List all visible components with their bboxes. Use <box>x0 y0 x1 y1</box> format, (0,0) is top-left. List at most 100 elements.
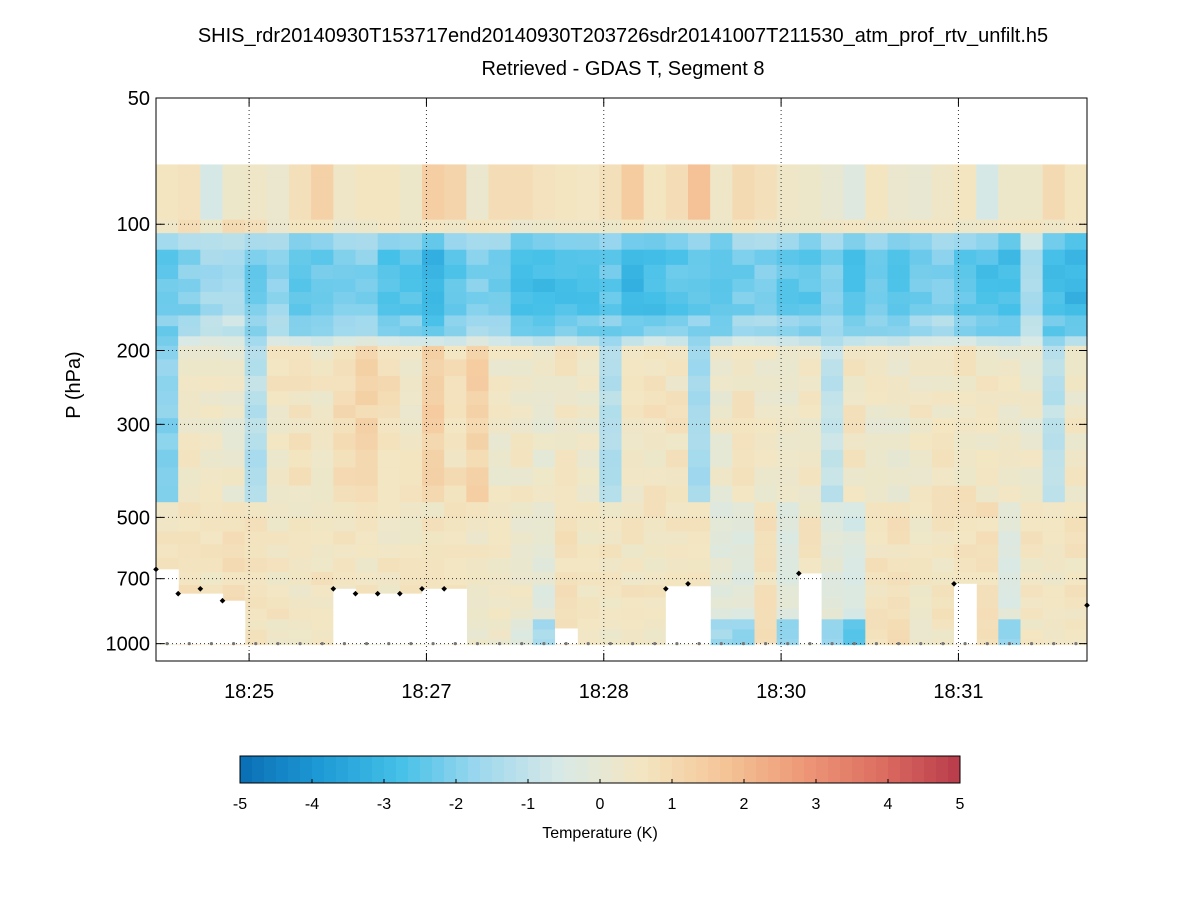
heatmap-cell <box>865 517 889 533</box>
cloud-top-marker <box>197 585 204 592</box>
heatmap-cell <box>710 233 733 251</box>
heatmap-cell <box>798 433 822 451</box>
heatmap-cell <box>798 502 822 518</box>
heatmap-cell <box>355 164 379 179</box>
heatmap-cell <box>510 585 534 598</box>
heatmap-cell <box>1020 359 1044 377</box>
heatmap-cell <box>156 531 179 546</box>
heatmap-cell <box>1020 433 1044 451</box>
heatmap-cell <box>1020 467 1044 487</box>
heatmap-cell <box>599 177 623 190</box>
heatmap-cell <box>688 264 711 280</box>
heatmap-cell <box>754 608 778 620</box>
heatmap-cell <box>178 315 201 327</box>
x-tick-label: 18:25 <box>224 681 274 703</box>
chart-subtitle: Retrieved - GDAS T, Segment 8 <box>481 58 764 80</box>
heatmap-cell <box>377 164 401 179</box>
heatmap-cell <box>665 375 689 392</box>
heatmap-cell <box>776 405 800 419</box>
colorbar-segment <box>780 756 793 783</box>
heatmap-cell <box>1042 544 1066 559</box>
heatmap-cell <box>887 485 911 503</box>
heatmap-cell <box>710 199 733 211</box>
heatmap-cell <box>754 572 778 586</box>
heatmap-cell <box>200 233 224 251</box>
heatmap-cell <box>754 467 778 487</box>
heatmap-cell <box>555 585 578 598</box>
heatmap-cell <box>621 558 645 573</box>
heatmap-cell <box>887 449 911 469</box>
heatmap-cell <box>599 629 623 640</box>
heatmap-cell <box>222 502 246 518</box>
heatmap-cell <box>355 199 379 211</box>
heatmap-cell <box>466 375 490 392</box>
heatmap-cell <box>289 249 312 266</box>
heatmap-cell <box>909 531 933 546</box>
heatmap-cell <box>954 449 977 469</box>
heatmap-cell <box>621 304 645 317</box>
heatmap-cell <box>599 572 623 586</box>
heatmap-cell <box>1064 177 1088 190</box>
heatmap-cell <box>976 418 999 434</box>
heatmap-cell <box>688 433 711 451</box>
heatmap-cell <box>887 264 911 280</box>
heatmap-cell <box>355 264 379 280</box>
heatmap-cell <box>621 418 645 434</box>
heatmap-cell <box>931 619 955 631</box>
heatmap-cell <box>466 531 490 546</box>
heatmap-cell <box>333 336 357 347</box>
heatmap-cell <box>998 164 1022 179</box>
heatmap-cell <box>954 233 977 251</box>
heatmap-cell <box>555 405 578 419</box>
heatmap-cell <box>688 405 711 419</box>
heatmap-cell <box>1020 572 1044 586</box>
heatmap-cell <box>887 572 911 586</box>
heatmap-cell <box>399 433 423 451</box>
heatmap-cell <box>289 233 312 251</box>
heatmap-cell <box>665 304 689 317</box>
heatmap-cell <box>798 164 822 179</box>
heatmap-cell <box>289 210 312 221</box>
heatmap-cell <box>887 502 911 518</box>
heatmap-cell <box>754 233 778 251</box>
heatmap-cell <box>1042 291 1066 305</box>
heatmap-cell <box>643 502 667 518</box>
heatmap-cell <box>244 375 268 392</box>
heatmap-cell <box>998 485 1022 503</box>
heatmap-cell <box>156 315 179 327</box>
heatmap-cell <box>333 291 357 305</box>
colorbar-tick-label: 3 <box>812 796 821 813</box>
heatmap-cell <box>643 597 667 610</box>
heatmap-cell <box>178 558 201 573</box>
colorbar-segment <box>672 756 685 783</box>
heatmap-cell <box>732 164 756 179</box>
no-data-column <box>333 588 357 645</box>
colorbar-segment <box>468 756 481 783</box>
heatmap-cell <box>710 418 733 434</box>
heatmap-cell <box>643 608 667 620</box>
surface-marker <box>985 642 989 646</box>
heatmap-cell <box>1020 418 1044 434</box>
heatmap-cell <box>998 531 1022 546</box>
heatmap-cell <box>178 219 201 234</box>
heatmap-cell <box>1042 629 1066 640</box>
heatmap-cell <box>1064 291 1088 305</box>
heatmap-cell <box>998 375 1022 392</box>
colorbar: -5 -4 -3 -2 -1 0 1 2 3 4 5 <box>233 755 965 813</box>
heatmap-cell <box>532 467 556 487</box>
heatmap-cell <box>1042 405 1066 419</box>
heatmap-cell <box>821 189 844 201</box>
heatmap-cell <box>621 164 645 179</box>
heatmap-cell <box>865 199 889 211</box>
heatmap-cell <box>954 467 977 487</box>
heatmap-cell <box>200 219 224 234</box>
heatmap-cell <box>931 336 955 347</box>
heatmap-cell <box>643 304 667 317</box>
heatmap-cell <box>178 418 201 434</box>
heatmap-cell <box>289 336 312 347</box>
heatmap-cell <box>532 375 556 392</box>
heatmap-cell <box>954 336 977 347</box>
heatmap-cell <box>998 249 1022 266</box>
heatmap-cell <box>821 391 844 406</box>
heatmap-cell <box>466 304 490 317</box>
